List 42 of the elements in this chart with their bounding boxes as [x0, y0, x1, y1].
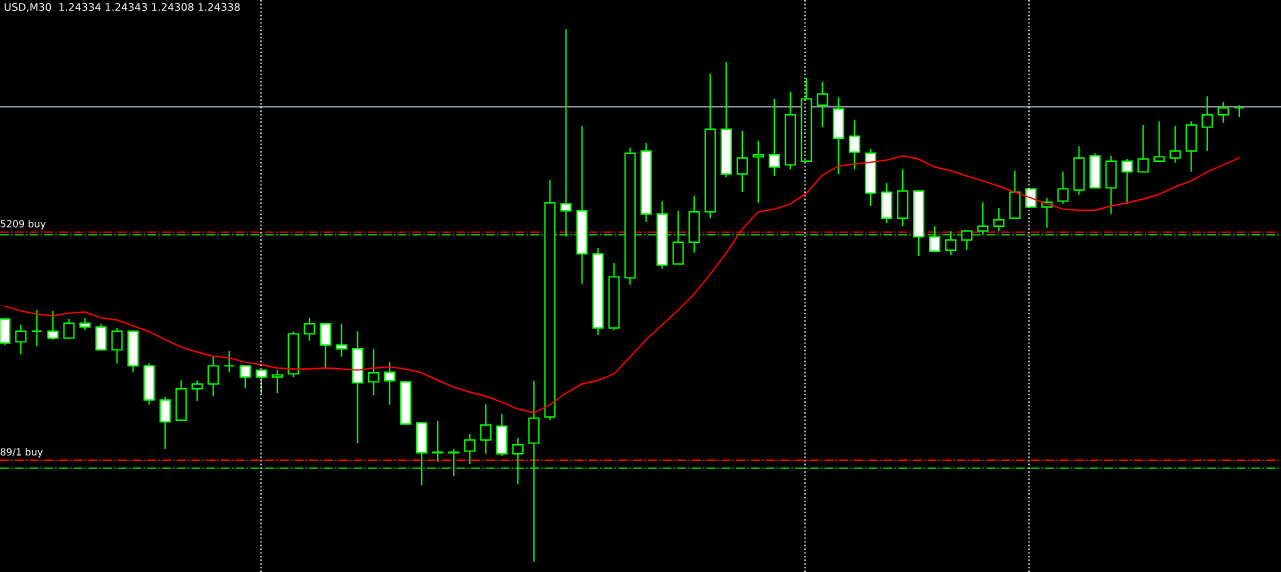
candlestick	[929, 225, 941, 252]
ref-line-label: 5209 buy	[0, 219, 46, 230]
candlestick	[848, 119, 861, 170]
candlestick	[752, 140, 765, 204]
candlestick	[1169, 125, 1181, 164]
candlestick	[560, 29, 572, 238]
candlestick	[95, 323, 107, 351]
candlestick	[367, 348, 380, 396]
candlestick	[47, 310, 59, 341]
candlestick	[15, 324, 27, 355]
candlestick	[335, 323, 348, 358]
candlestick	[271, 369, 284, 394]
candlestick	[1217, 101, 1229, 124]
candlestick	[464, 433, 476, 465]
candlestick	[480, 403, 492, 455]
candlestick	[159, 396, 171, 450]
candlestick	[977, 201, 989, 235]
candlestick	[223, 350, 235, 373]
candlestick	[0, 318, 11, 346]
candlestick	[111, 327, 123, 364]
candlestick	[512, 437, 524, 485]
candlestick	[31, 309, 43, 347]
chart-title: USD,M30 1.24334 1.24343 1.24308 1.24338	[4, 3, 240, 12]
candlestick	[736, 130, 748, 193]
candlestick	[816, 81, 829, 128]
candlestick	[1057, 171, 1069, 205]
candlestick	[319, 323, 332, 370]
candlestick	[945, 230, 957, 256]
candlestick	[768, 98, 781, 177]
candlestick	[207, 355, 219, 397]
candlestick	[993, 207, 1005, 232]
candlestick	[191, 379, 203, 402]
candlestick	[1121, 158, 1133, 205]
candlestick	[303, 317, 316, 342]
candlestick	[1137, 124, 1149, 173]
ref-line-label: 89/1 buy	[0, 448, 43, 458]
candlestick	[1153, 120, 1165, 163]
candlestick	[961, 230, 973, 251]
candlestick	[1201, 95, 1213, 152]
candlestick	[239, 365, 251, 389]
candlestick	[672, 210, 684, 265]
candlestick	[383, 361, 396, 406]
